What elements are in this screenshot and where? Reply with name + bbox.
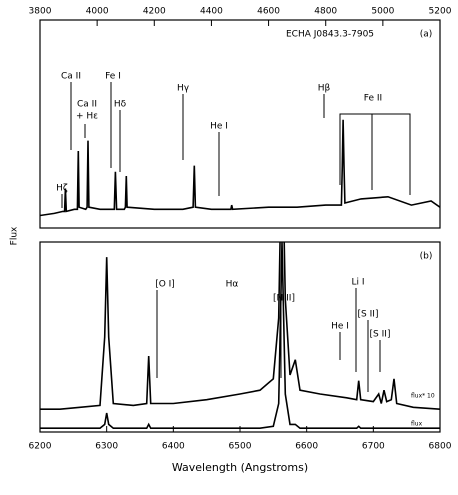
- x-tick-label: 4800: [314, 7, 337, 17]
- legend-label: flux: [411, 421, 423, 428]
- x-axis-label: Wavelength (Angstroms): [172, 461, 308, 474]
- x-tick-label: 5200: [429, 7, 452, 17]
- spectrum-line: [40, 242, 440, 410]
- x-tick-label: 6400: [162, 442, 185, 452]
- x-tick-label: 4000: [86, 7, 109, 17]
- line-annotation: [N II]: [273, 294, 295, 304]
- line-annotation: Hγ: [177, 84, 190, 94]
- spectrum-line: [40, 119, 440, 217]
- annotation-bracket: [339, 113, 411, 195]
- line-annotation: [O I]: [155, 280, 175, 290]
- x-tick-label: 4400: [200, 7, 223, 17]
- x-tick-label: 5000: [371, 7, 394, 17]
- x-tick-label: 6300: [95, 442, 118, 452]
- spectrum-line: [40, 242, 440, 429]
- line-annotation: [S II]: [358, 310, 379, 320]
- line-annotation: Ca II: [77, 100, 97, 110]
- x-tick-label: 6700: [362, 442, 385, 452]
- line-annotation: Fe II: [364, 94, 382, 104]
- y-axis-label: Flux: [10, 226, 20, 245]
- panel-label: (a): [420, 30, 433, 40]
- line-annotation: + Hε: [76, 112, 98, 122]
- chart-title: ECHA J0843.3-7905: [286, 30, 374, 40]
- x-tick-label: 4200: [143, 7, 166, 17]
- line-annotation: He I: [210, 122, 228, 132]
- line-annotation: Hβ: [318, 84, 331, 94]
- x-tick-label: 6500: [229, 442, 252, 452]
- line-annotation: Ca II: [61, 72, 81, 82]
- x-tick-label: 6200: [29, 442, 52, 452]
- line-annotation: Hζ: [56, 184, 68, 194]
- line-annotation: Hα: [226, 280, 239, 290]
- line-annotation: Fe I: [105, 72, 121, 82]
- line-annotation: Li I: [351, 278, 364, 288]
- x-tick-label: 3800: [29, 7, 52, 17]
- x-tick-label: 6600: [295, 442, 318, 452]
- x-tick-label: 4600: [257, 7, 280, 17]
- line-annotation: He I: [331, 322, 349, 332]
- panel-frame: [39, 19, 441, 229]
- line-annotation: Hδ: [114, 100, 127, 110]
- x-tick-label: 6800: [429, 442, 452, 452]
- line-annotation: [S II]: [370, 330, 391, 340]
- panel-label: (b): [420, 252, 433, 262]
- legend-label: flux* 10: [411, 393, 435, 400]
